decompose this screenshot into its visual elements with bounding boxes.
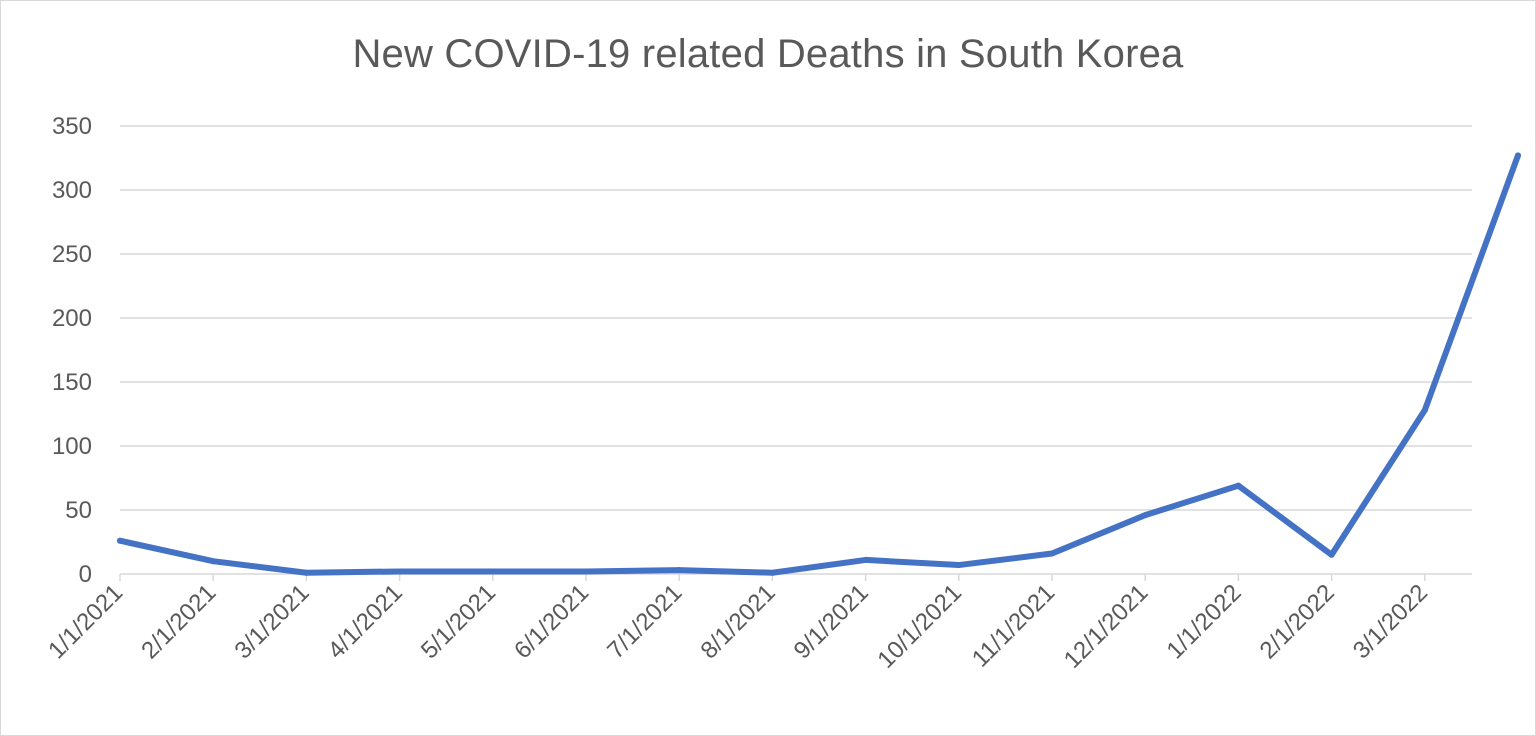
x-tick-label: 4/1/2021 — [323, 579, 408, 664]
y-tick-label: 250 — [52, 241, 92, 268]
data-point — [117, 537, 123, 544]
x-tick-label: 8/1/2021 — [695, 579, 780, 664]
data-point — [676, 567, 683, 574]
y-tick-label: 150 — [52, 369, 92, 396]
y-tick-label: 100 — [52, 433, 92, 460]
series-layer — [117, 152, 1521, 576]
y-tick-label: 200 — [52, 305, 92, 332]
x-tick-label: 3/1/2021 — [229, 579, 314, 664]
data-point — [303, 569, 310, 576]
data-point — [1515, 152, 1521, 159]
x-axis-ticks: 1/1/2021 2/1/2021 3/1/2021 4/1/2021 5/1/2021… — [43, 574, 1433, 674]
x-tick-label: 2/1/2022 — [1255, 579, 1340, 664]
x-tick-label: 11/1/2021 — [967, 579, 1060, 672]
x-tick-label: 2/1/2021 — [136, 579, 221, 664]
data-point — [1142, 512, 1149, 519]
x-tick-label: 1/1/2022 — [1161, 579, 1246, 664]
data-point — [583, 568, 589, 575]
y-tick-label: 50 — [65, 497, 92, 524]
x-tick-label: 10/1/2021 — [872, 579, 967, 674]
data-point — [210, 558, 217, 565]
data-point — [1235, 482, 1242, 489]
x-tick-label: 9/1/2021 — [789, 579, 874, 664]
y-axis-ticks: 0 50 100 150 200 250 300 350 — [52, 113, 92, 588]
data-point — [489, 568, 496, 575]
y-tick-label: 350 — [52, 113, 92, 140]
series-line — [117, 152, 1521, 576]
data-point — [769, 569, 776, 576]
x-tick-label: 5/1/2021 — [416, 579, 501, 664]
data-point — [862, 556, 869, 563]
gridlines — [120, 125, 1472, 511]
x-tick-label: 1/1/2021 — [43, 579, 128, 664]
x-tick-label: 3/1/2022 — [1348, 579, 1433, 664]
y-tick-label: 0 — [79, 561, 92, 588]
data-point — [1049, 550, 1055, 557]
y-tick-label: 300 — [52, 177, 92, 204]
x-tick-label: 7/1/2021 — [602, 579, 687, 664]
chart-title: New COVID-19 related Deaths in South Kor… — [352, 32, 1184, 76]
data-point — [396, 568, 403, 575]
x-tick-label: 6/1/2021 — [509, 579, 594, 664]
data-point — [1421, 407, 1428, 414]
data-point — [955, 562, 962, 569]
data-point — [1328, 551, 1335, 558]
x-tick-label: 12/1/2021 — [1059, 579, 1154, 674]
